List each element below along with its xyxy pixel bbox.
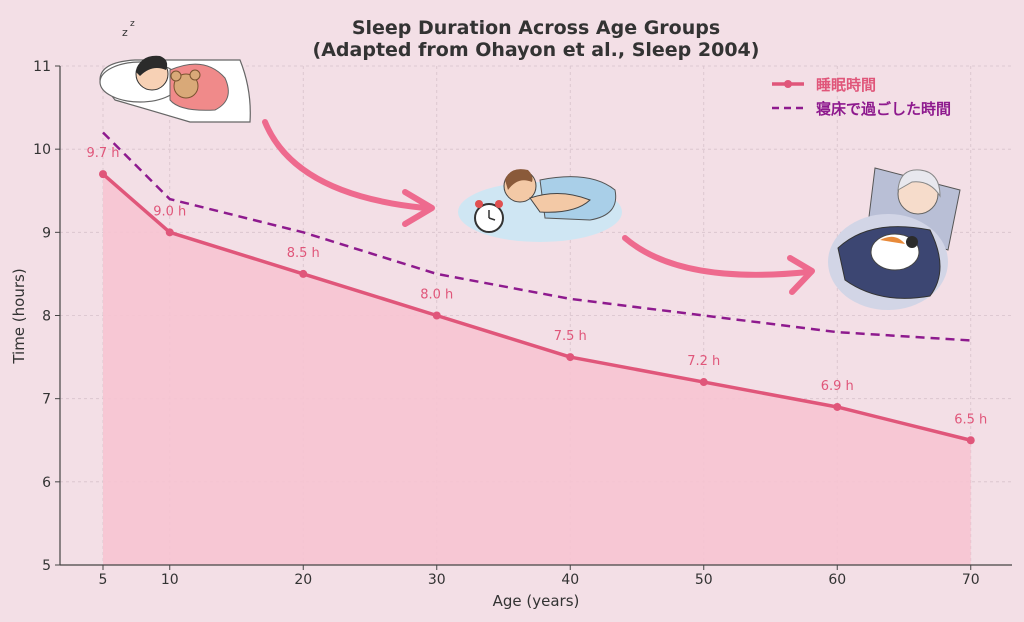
data-label: 7.2 h — [687, 354, 720, 369]
data-label: 6.5 h — [954, 412, 987, 427]
sleeping-elderly-woman-with-cat-icon — [828, 167, 961, 310]
legend-marker-sleep — [784, 80, 792, 88]
sleep-point — [566, 353, 575, 362]
sleep-point — [432, 311, 441, 320]
sleep-point — [833, 402, 842, 411]
svg-text:z: z — [122, 26, 128, 39]
bed-time-line — [102, 131, 971, 342]
curved-arrow-2 — [622, 235, 811, 278]
y-tick-label: 6 — [42, 475, 51, 491]
sleep-point — [165, 228, 174, 237]
curved-arrow-1 — [262, 119, 428, 211]
y-tick-label: 8 — [42, 309, 51, 325]
data-label: 8.5 h — [287, 246, 320, 261]
arrowhead-2 — [787, 255, 815, 295]
y-tick-label: 7 — [42, 392, 51, 408]
x-tick-label: 40 — [561, 572, 579, 588]
sleep-area — [103, 174, 971, 565]
legend-label-bed: 寝床で過ごした時間 — [816, 100, 951, 118]
data-label: 8.0 h — [420, 288, 453, 303]
x-tick-label: 50 — [695, 572, 713, 588]
sleep-point — [699, 378, 708, 387]
sleep-line — [101, 172, 972, 442]
data-labels: 9.7 h 9.0 h 8.5 h 8.0 h 7.5 h 7.2 h 6.9 h 6.5 h — [86, 146, 987, 427]
x-tick-label: 20 — [294, 572, 312, 588]
axes — [55, 65, 1012, 570]
sleeping-adult-with-alarm-clock-icon — [458, 169, 622, 242]
legend: 睡眠時間 寝床で過ごした時間 — [772, 76, 951, 118]
x-tick-label: 10 — [161, 572, 179, 588]
y-tick-label: 9 — [42, 225, 51, 241]
x-tick-label: 60 — [828, 572, 846, 588]
sleep-point — [966, 436, 975, 445]
y-tick-label: 5 — [42, 558, 51, 574]
sleep-point — [99, 170, 107, 179]
sleeping-child-with-teddy-icon: z z — [99, 19, 251, 123]
svg-text:z: z — [130, 19, 135, 29]
legend-label-sleep: 睡眠時間 — [816, 76, 876, 94]
data-label: 9.7 h — [86, 146, 119, 161]
sleep-point — [299, 269, 308, 278]
chart-title: Sleep Duration Across Age Groups — [352, 17, 720, 39]
x-tick-label: 70 — [962, 572, 980, 588]
x-tick-label: 5 — [99, 572, 108, 588]
arrows — [262, 119, 815, 295]
y-tick-label: 11 — [33, 59, 51, 75]
y-axis-label: Time (hours) — [10, 268, 28, 364]
x-axis-label: Age (years) — [493, 592, 580, 610]
tick-labels: 5 6 7 8 9 10 11 5 10 20 30 40 50 60 70 — [33, 59, 979, 588]
sleep-area-fill — [103, 174, 971, 565]
data-label: 6.9 h — [821, 379, 854, 394]
data-label: 9.0 h — [153, 204, 186, 219]
arrowhead-1 — [402, 189, 435, 227]
data-label: 7.5 h — [554, 329, 587, 344]
series-lines — [99, 131, 975, 445]
chart-subtitle: (Adapted from Ohayon et al., Sleep 2004) — [313, 39, 760, 61]
y-tick-label: 10 — [33, 142, 51, 158]
x-tick-label: 30 — [428, 572, 446, 588]
